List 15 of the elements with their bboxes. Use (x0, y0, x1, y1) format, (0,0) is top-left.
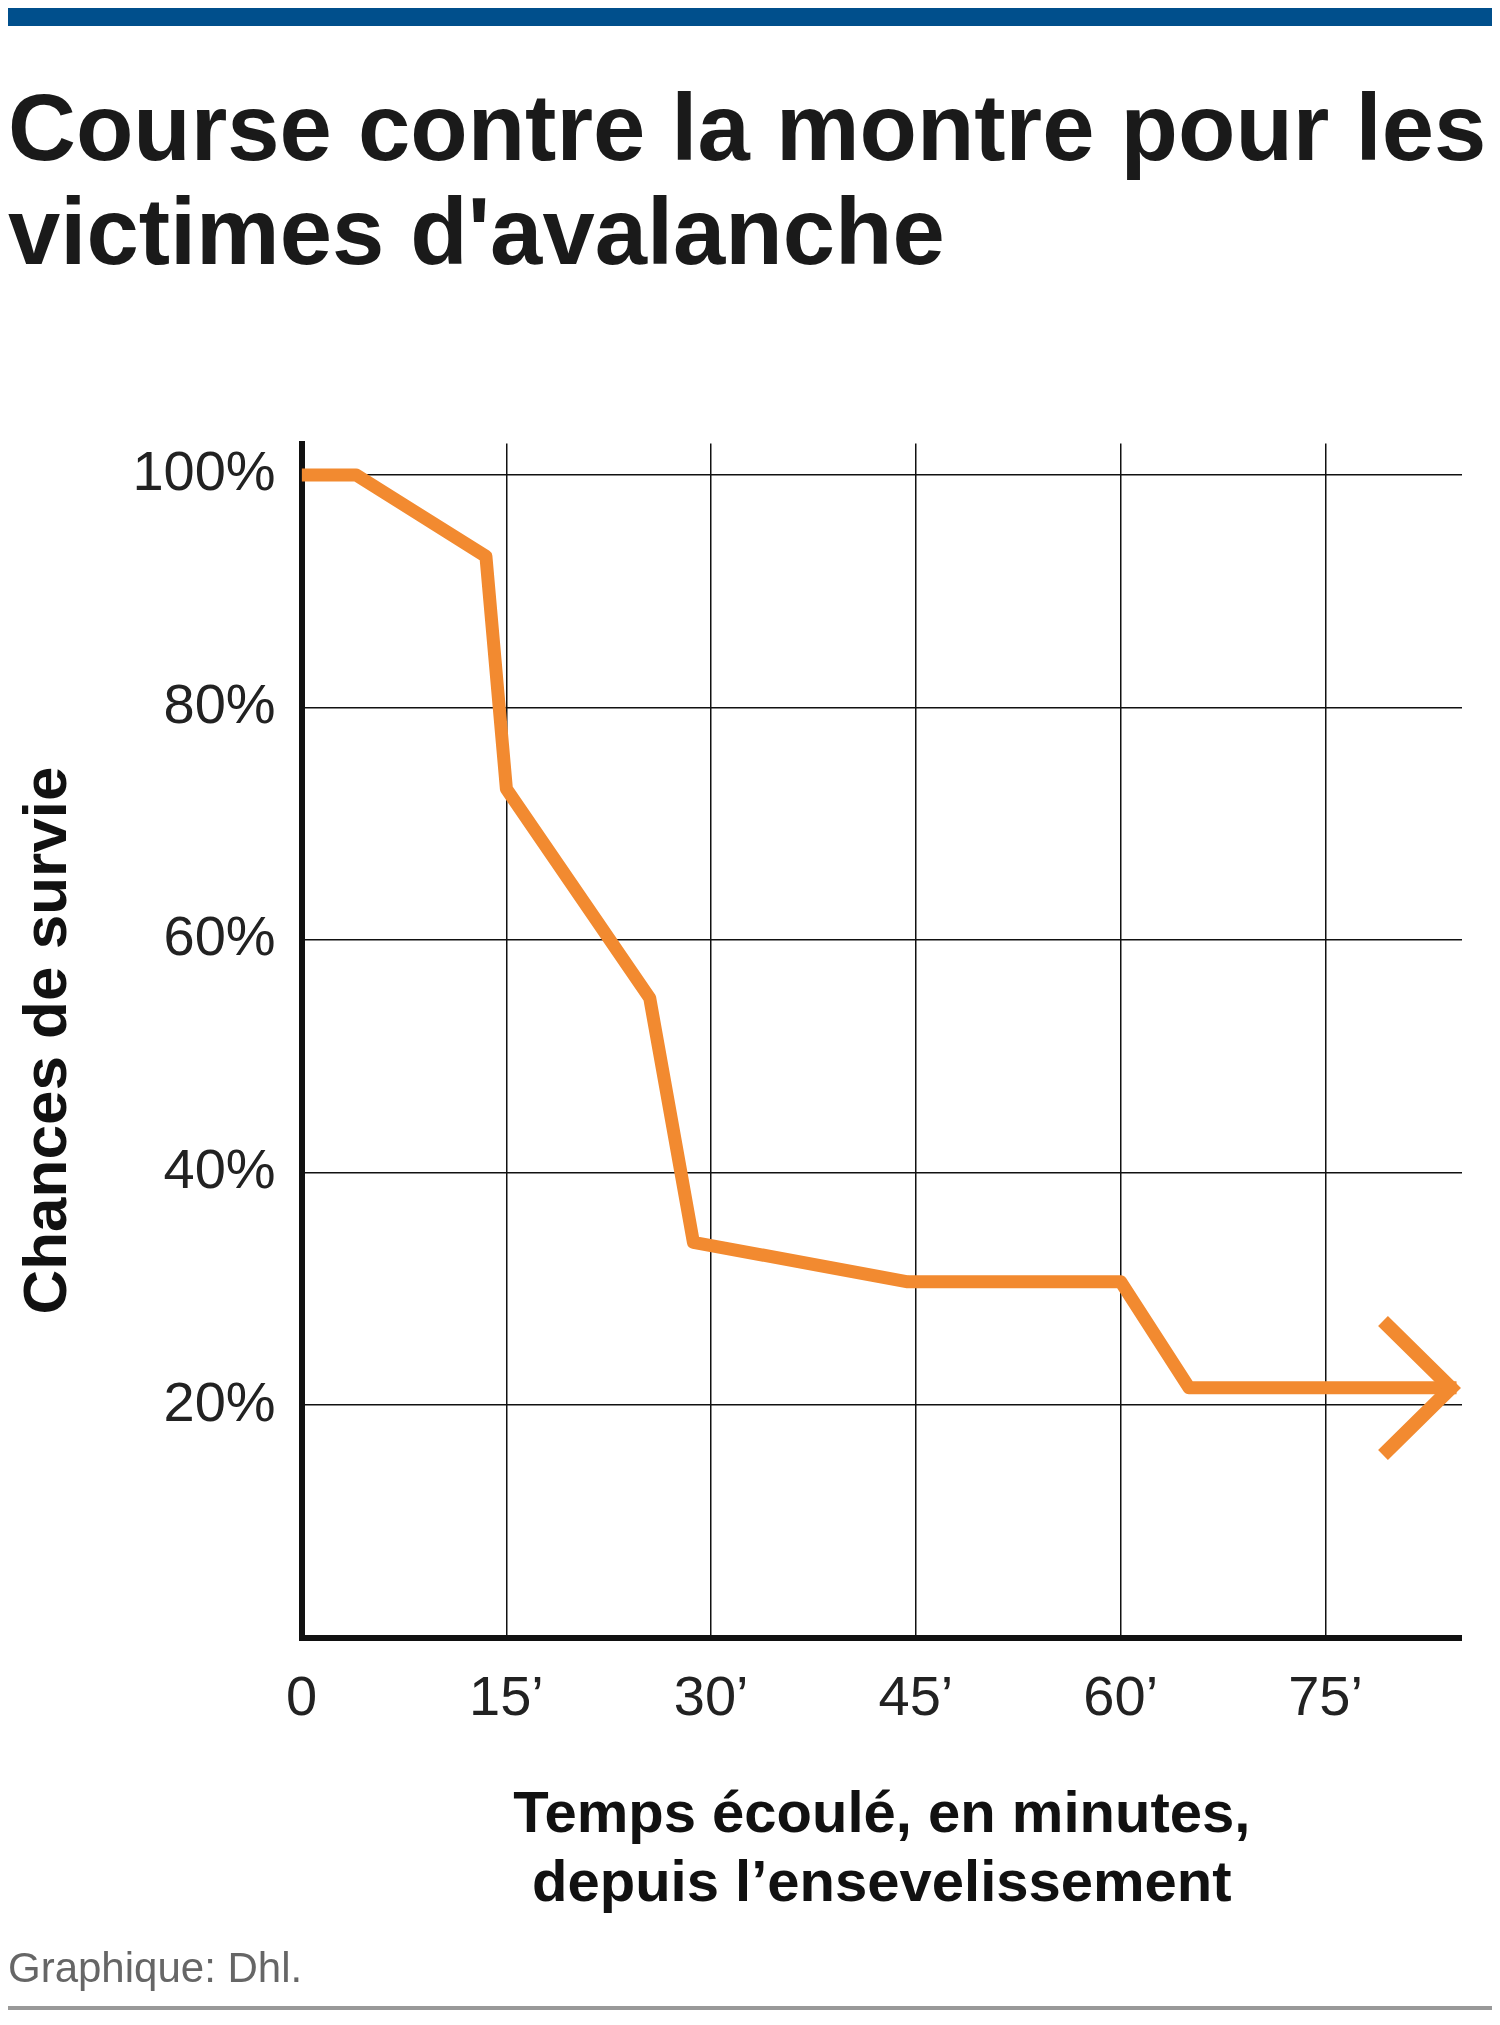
x-tick-label: 75’ (1288, 1663, 1363, 1727)
y-tick-label: 20% (163, 1369, 276, 1433)
x-tick-label: 60’ (1083, 1663, 1159, 1727)
x-tick-label: 30’ (673, 1663, 749, 1727)
y-tick-label: 40% (163, 1136, 276, 1200)
y-tick-label: 100% (132, 439, 276, 503)
y-tick-label: 60% (163, 904, 276, 968)
text: Graphique: Dhl. (8, 1944, 304, 1992)
y-tick-label: 80% (163, 671, 276, 735)
x-tick-label: 45’ (878, 1663, 954, 1727)
x-tick-label: 15’ (469, 1663, 544, 1727)
x-axis-title: Temps écoulé, en minutes, depuis l’ensevelissement (513, 1778, 1251, 1914)
chart-title: Course contre la montre pour les victimes d'avalanche (8, 75, 1488, 284)
y-axis-title: Chances de survie (10, 766, 80, 1315)
x-tick-label: 0 (286, 1663, 318, 1727)
